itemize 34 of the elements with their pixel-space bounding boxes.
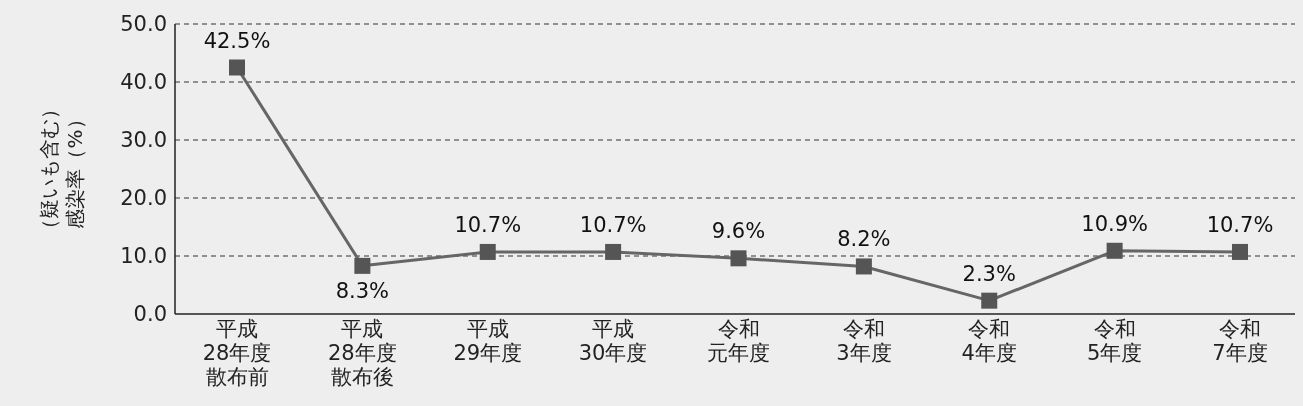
text: 2.3% (962, 261, 1016, 286)
x-tick-label: 令和5年度 (1086, 317, 1143, 365)
y-tick-label: 50.0 (120, 12, 167, 36)
x-tick-label: 平成28年度散布前 (202, 317, 272, 389)
x-tick-label: 平成29年度 (453, 317, 523, 365)
text: 10.7% (1206, 212, 1274, 237)
point (605, 243, 622, 260)
y-axis-title: 感染率（%）（疑いも含む） (37, 99, 87, 239)
x-tick-label: 令和7年度 (1212, 317, 1268, 365)
y-tick-label: 40.0 (120, 70, 167, 94)
x-tick-label: 平成30年度 (578, 317, 648, 365)
point (354, 257, 371, 274)
text: 42.5% (203, 28, 271, 53)
y-tick-label: 20.0 (120, 186, 167, 210)
point (855, 258, 872, 275)
point (730, 250, 747, 267)
x-tick-label: 令和3年度 (836, 317, 892, 365)
x-tick-label: 令和元年度 (707, 317, 770, 365)
y-tick-label: 0.0 (133, 302, 167, 326)
point (981, 292, 998, 309)
point (1106, 242, 1123, 259)
point (1232, 243, 1248, 260)
x-tick-label: 令和4年度 (961, 317, 1017, 365)
text: 8.3% (335, 278, 390, 303)
text: 10.7% (454, 212, 522, 237)
text: 10.9% (1081, 211, 1148, 236)
point (229, 59, 245, 76)
text: 9.6% (711, 219, 766, 244)
y-tick-label: 30.0 (120, 128, 167, 152)
text: 10.7% (579, 212, 647, 237)
x-tick-label: 平成28年度散布後 (328, 317, 397, 389)
text: 8.2% (837, 227, 891, 252)
y-tick-label: 10.0 (120, 244, 167, 268)
point (479, 243, 496, 260)
